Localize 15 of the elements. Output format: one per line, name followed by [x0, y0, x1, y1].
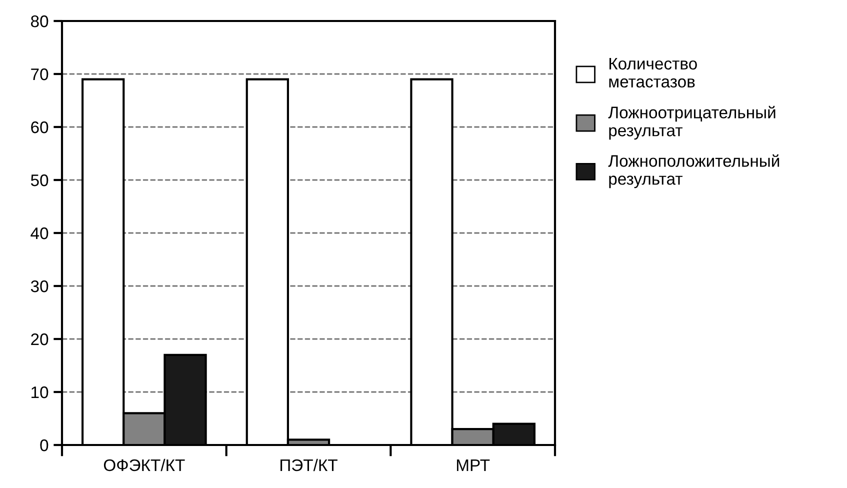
legend-label: Ложноположительный результат — [608, 154, 780, 188]
y-tick-label: 50 — [30, 174, 48, 186]
y-tick-label: 10 — [32, 386, 48, 398]
legend-label: Ложноотрицательный результат — [608, 106, 776, 140]
y-tick-label: 30 — [30, 280, 48, 292]
x-tick-label: ПЭТ/КТ — [280, 458, 338, 472]
y-tick-label: 80 — [30, 15, 48, 28]
y-tick-label: 60 — [31, 121, 48, 134]
x-tick-label: ОФЭКТ/КТ — [104, 458, 185, 472]
y-tick-label: 20 — [31, 333, 48, 346]
x-tick-label: МРТ — [456, 460, 490, 471]
y-tick-label: 0 — [40, 439, 48, 452]
y-tick-label: 70 — [31, 68, 48, 80]
y-tick-label: 40 — [30, 227, 48, 240]
legend-label: Количество метастазов — [609, 58, 697, 88]
